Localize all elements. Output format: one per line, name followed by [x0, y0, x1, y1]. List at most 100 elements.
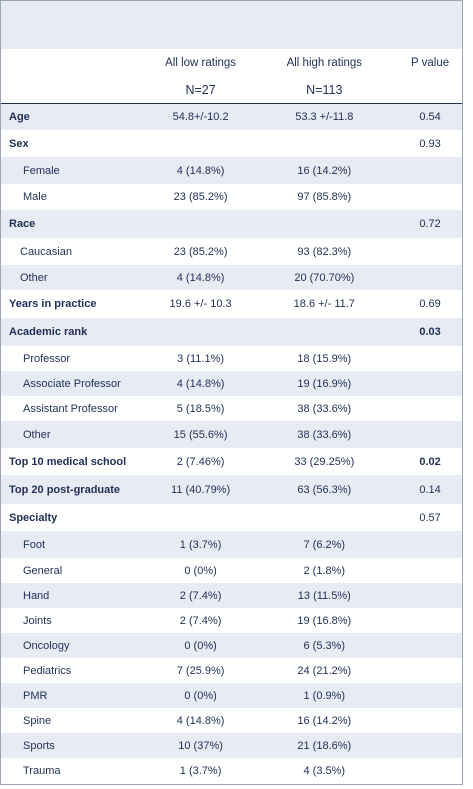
table-row: Joints 2 (7.4%) 19 (16.8%): [1, 608, 462, 633]
header-p-value: P value: [410, 57, 450, 69]
cell-high-ratings: 24 (21.2%): [297, 664, 352, 677]
cell-high-ratings: 21 (18.6%): [297, 739, 352, 752]
cell-high-ratings: 18.6 +/- 11.7: [293, 298, 355, 310]
row-label: Sports: [23, 739, 55, 752]
cell-high-ratings: 19 (16.8%): [297, 614, 352, 627]
table-row: Sex 0.93: [1, 130, 462, 157]
cell-low-ratings: 1 (3.7%): [179, 538, 222, 551]
cell-low-ratings: 5 (18.5%): [176, 402, 225, 415]
cell-p-value: 0.03: [419, 326, 441, 338]
table-row: Assistant Professor 5 (18.5%) 38 (33.6%): [1, 396, 462, 421]
cell-high-ratings: 33 (29.25%): [294, 455, 355, 468]
row-label: Other: [20, 271, 48, 284]
cell-low-ratings: 19.6 +/- 10.3: [169, 298, 232, 310]
cell-low-ratings: 2 (7.4%): [179, 589, 222, 602]
row-label: Age: [9, 111, 30, 123]
table-row: General 0 (0%) 2 (1.8%): [1, 558, 462, 583]
table-row: Years in practice 19.6 +/- 10.3 18.6 +/- 1…: [1, 290, 462, 318]
row-label: Joints: [23, 614, 52, 627]
cell-p-value: 0.72: [419, 218, 441, 230]
cell-high-ratings: 16 (14.2%): [297, 164, 352, 177]
row-label: Male: [23, 191, 47, 203]
cell-high-ratings: 7 (6.2%): [303, 538, 346, 551]
row-label: Race: [9, 218, 36, 230]
table-row: Female 4 (14.8%) 16 (14.2%): [1, 157, 462, 184]
sample-size-low: N=27: [185, 83, 216, 97]
cell-low-ratings: 23 (85.2%): [173, 191, 228, 203]
cell-high-ratings: 6 (5.3%): [303, 639, 346, 652]
cell-low-ratings: 4 (14.8%): [176, 714, 225, 727]
cell-low-ratings: 4 (14.8%): [176, 164, 225, 177]
row-label: PMR: [23, 689, 48, 702]
cell-low-ratings: 1 (3.7%): [179, 764, 222, 777]
cell-low-ratings: 3 (11.1%): [177, 352, 225, 365]
cell-high-ratings: 2 (1.8%): [303, 564, 346, 577]
row-label: General: [23, 564, 63, 577]
cell-high-ratings: 38 (33.6%): [297, 428, 352, 441]
table-row: Associate Professor 4 (14.8%) 19 (16.9%): [1, 371, 462, 396]
table-body: Age 54.8+/-10.2 53.3 +/-11.8 0.54 Sex 0.93 Fem…: [1, 104, 462, 783]
table-row: Age 54.8+/-10.2 53.3 +/-11.8 0.54: [1, 104, 462, 130]
table-row: Top 20 post-graduate 11 (40.79%) 63 (56.3%…: [1, 475, 462, 504]
cell-low-ratings: 0 (0%): [184, 689, 217, 702]
table-frame: All low ratings All high ratings P value…: [0, 0, 463, 785]
row-label: Years in practice: [9, 298, 97, 310]
row-label: Female: [23, 164, 60, 177]
cell-p-value: 0.69: [419, 298, 441, 310]
table-row: Sports 10 (37%) 21 (18.6%): [1, 733, 462, 758]
cell-low-ratings: 2 (7.46%): [176, 455, 225, 468]
row-label: Trauma: [23, 764, 61, 777]
cell-high-ratings: 1 (0.9%): [303, 689, 346, 702]
row-label: Foot: [23, 538, 46, 551]
cell-p-value: 0.54: [419, 111, 441, 123]
table-row: Trauma 1 (3.7%) 4 (3.5%): [1, 758, 462, 783]
table-row: Academic rank 0.03: [1, 318, 462, 346]
sample-size-high: N=113: [306, 83, 343, 97]
cell-high-ratings: 63 (56.3%): [297, 483, 352, 496]
table-header-row: All low ratings All high ratings P value: [1, 49, 462, 77]
cell-high-ratings: 97 (85.8%): [297, 191, 352, 203]
row-label: Assistant Professor: [23, 402, 118, 415]
cell-low-ratings: 0 (0%): [184, 639, 217, 652]
table-row: Specialty 0.57: [1, 504, 462, 531]
row-label: Spine: [23, 714, 52, 727]
row-label: Professor: [23, 352, 71, 365]
table-row: Other 15 (55.6%) 38 (33.6%): [1, 421, 462, 448]
cell-high-ratings: 53.3 +/-11.8: [295, 111, 354, 123]
cell-low-ratings: 0 (0%): [184, 564, 217, 577]
table-row: Top 10 medical school 2 (7.46%) 33 (29.25%…: [1, 448, 462, 475]
cell-p-value: 0.93: [419, 137, 441, 150]
table-row: Oncology 0 (0%) 6 (5.3%): [1, 633, 462, 658]
table-title-band: [1, 1, 462, 49]
cell-high-ratings: 93 (82.3%): [297, 245, 352, 258]
table-row: Pediatrics 7 (25.9%) 24 (21.2%): [1, 658, 462, 683]
row-label: Top 10 medical school: [9, 455, 127, 468]
row-label: Hand: [23, 589, 50, 602]
cell-high-ratings: 20 (70.70%): [294, 271, 355, 284]
cell-low-ratings: 23 (85.2%): [173, 245, 228, 258]
table-row: Foot 1 (3.7%) 7 (6.2%): [1, 531, 462, 558]
cell-p-value: 0.02: [419, 455, 441, 468]
cell-high-ratings: 16 (14.2%): [297, 714, 352, 727]
cell-low-ratings: 2 (7.4%): [179, 614, 222, 627]
cell-p-value: 0.14: [419, 483, 441, 496]
cell-low-ratings: 11 (40.79%): [171, 483, 231, 496]
table-row: Male 23 (85.2%) 97 (85.8%): [1, 184, 462, 210]
table-row: Caucasian 23 (85.2%) 93 (82.3%): [1, 238, 462, 265]
table-row: Race 0.72: [1, 210, 462, 238]
cell-p-value: 0.57: [419, 511, 441, 524]
table-row: PMR 0 (0%) 1 (0.9%): [1, 683, 462, 708]
table-row: Spine 4 (14.8%) 16 (14.2%): [1, 708, 462, 733]
cell-low-ratings: 15 (55.6%): [173, 428, 228, 441]
cell-low-ratings: 4 (14.8%): [176, 377, 225, 390]
cell-low-ratings: 7 (25.9%): [176, 664, 225, 677]
cell-high-ratings: 13 (11.5%): [297, 589, 351, 602]
header-low-ratings: All low ratings: [165, 57, 237, 69]
cell-low-ratings: 54.8+/-10.2: [172, 111, 229, 123]
table-row: Other 4 (14.8%) 20 (70.70%): [1, 265, 462, 290]
header-high-ratings: All high ratings: [286, 57, 363, 69]
cell-low-ratings: 10 (37%): [178, 739, 223, 752]
sample-size-row: N=27 N=113: [1, 77, 462, 104]
cell-high-ratings: 38 (33.6%): [297, 402, 352, 415]
table-row: Professor 3 (11.1%) 18 (15.9%): [1, 346, 462, 371]
